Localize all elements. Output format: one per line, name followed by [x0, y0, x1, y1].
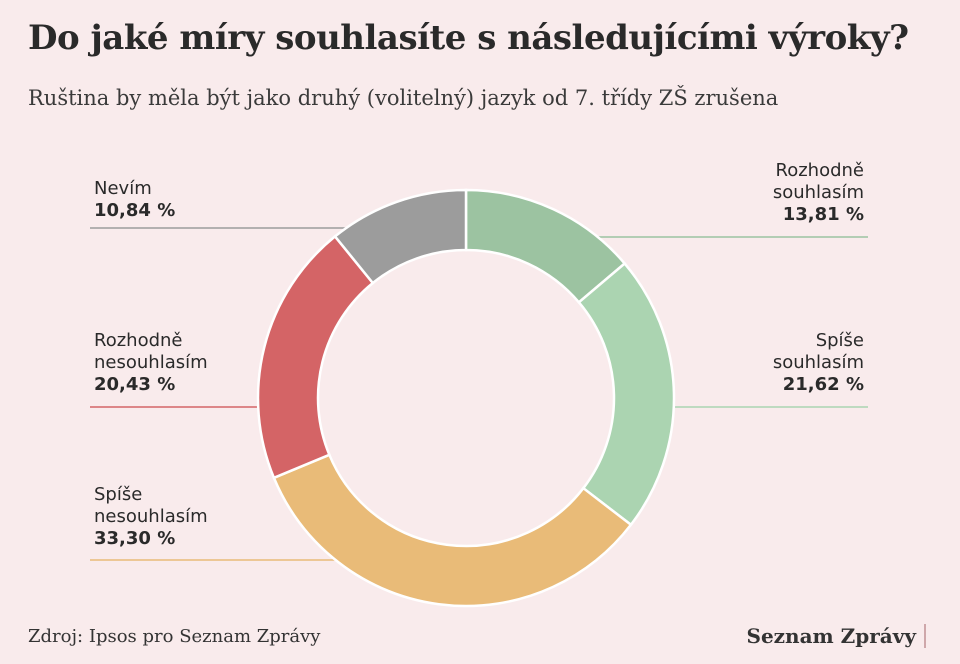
- slice-name: souhlasím: [772, 352, 864, 373]
- slice-label: Rozhodně souhlasím 13,81 %: [773, 160, 864, 226]
- slice-label: Spíše souhlasím 21,62 %: [773, 330, 864, 396]
- donut-slice: [272, 453, 633, 608]
- slice-label: Nevím 10,84 %: [94, 178, 175, 222]
- donut-slice: [333, 188, 468, 285]
- slice-value: 21,62 %: [782, 374, 864, 395]
- slice-name: souhlasím: [772, 182, 864, 203]
- source-note: Zdroj: Ipsos pro Seznam Zprávy: [28, 626, 321, 647]
- donut-slice: [577, 261, 676, 527]
- slice-label: Spíše nesouhlasím 33,30 %: [94, 484, 208, 550]
- slice-name: Nevím: [94, 178, 152, 199]
- slice-value: 10,84 %: [94, 200, 176, 221]
- chart-title: Do jaké míry souhlasíte s následujícími …: [28, 18, 909, 58]
- slice-value: 13,81 %: [782, 204, 864, 225]
- donut-slice: [256, 234, 375, 480]
- slice-name: Rozhodně: [94, 330, 183, 351]
- slice-name: nesouhlasím: [94, 506, 208, 527]
- slice-label: Rozhodně nesouhlasím 20,43 %: [94, 330, 208, 396]
- chart-subtitle: Ruština by měla být jako druhý (voliteln…: [28, 86, 779, 110]
- slice-name: Rozhodně: [775, 160, 865, 181]
- slice-value: 20,43 %: [94, 374, 176, 395]
- slice-name: Spíše: [815, 330, 864, 351]
- slice-name: Spíše: [94, 484, 143, 505]
- slice-name: nesouhlasím: [94, 352, 208, 373]
- slice-value: 33,30 %: [94, 528, 176, 549]
- brand-logo: Seznam Zprávy: [747, 624, 926, 648]
